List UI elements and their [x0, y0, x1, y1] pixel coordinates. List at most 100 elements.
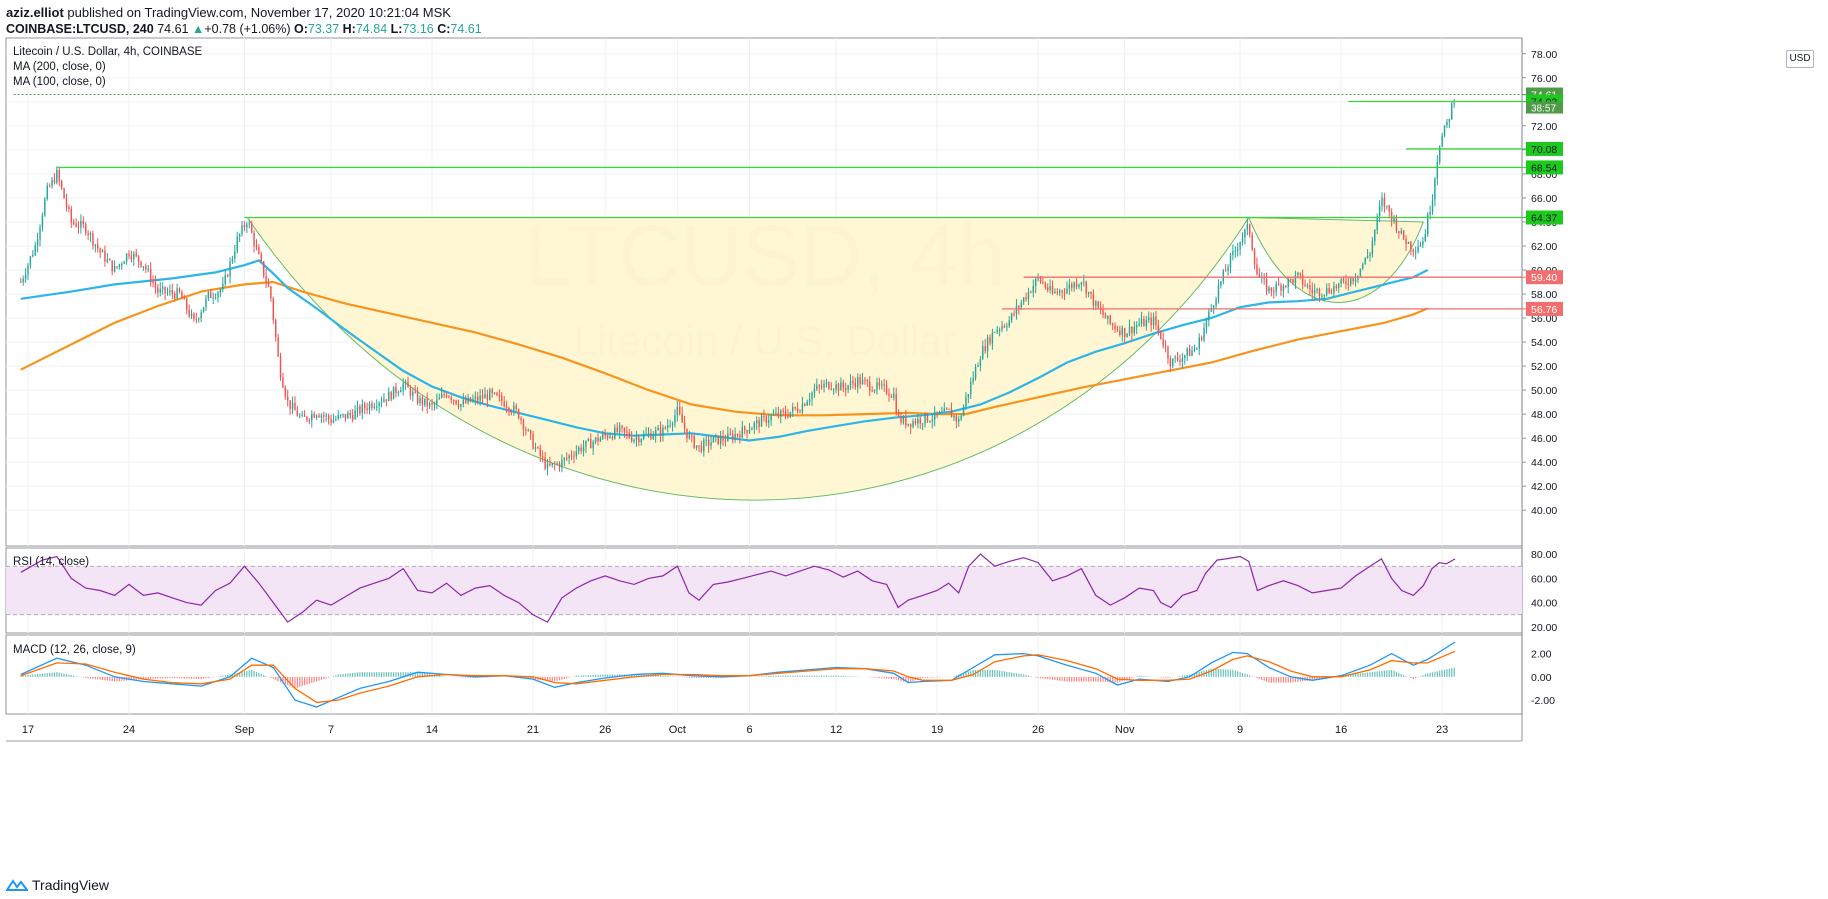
candle-body	[123, 261, 125, 264]
candle-body	[770, 415, 772, 421]
candle-body	[924, 413, 926, 424]
open-value: 73.37	[307, 22, 340, 36]
candle-body	[792, 406, 794, 412]
candle-body	[202, 307, 205, 313]
candle-body	[1277, 283, 1280, 286]
candle-body	[921, 423, 924, 425]
candle-body	[440, 394, 443, 398]
candle-body	[1318, 289, 1321, 296]
candle-body	[92, 233, 94, 246]
candle-body	[176, 288, 178, 299]
candle-body	[965, 397, 967, 407]
candle-body	[1395, 218, 1398, 232]
low-label: L:	[390, 22, 403, 36]
candle-body	[1200, 337, 1203, 340]
y-tick-label: 66.00	[1531, 193, 1557, 205]
candle-body	[68, 206, 70, 210]
candle-body	[510, 411, 513, 413]
candle-body	[474, 396, 477, 400]
countdown-label: 38:57	[1531, 104, 1556, 115]
macd-tick-label: 2.00	[1531, 649, 1552, 661]
candle-body	[729, 433, 731, 435]
candle-body	[1398, 231, 1400, 234]
candle-body	[164, 286, 166, 294]
candle-body	[1013, 313, 1015, 315]
candle-body	[145, 266, 147, 270]
candle-body	[604, 434, 606, 436]
footer-brand[interactable]: TradingView	[6, 877, 109, 893]
candle-body	[97, 244, 99, 249]
candle-body	[787, 415, 789, 417]
x-tick-label: 23	[1436, 724, 1448, 736]
candle-body	[72, 221, 75, 224]
candle-body	[147, 268, 149, 270]
candle-body	[784, 411, 787, 416]
candle-body	[1160, 330, 1162, 339]
candle-body	[299, 415, 301, 417]
candle-body	[318, 415, 320, 418]
candle-body	[888, 393, 890, 396]
candle-body	[373, 406, 376, 408]
candle-body	[1417, 246, 1419, 252]
candle-body	[1090, 291, 1092, 294]
candle-body	[719, 436, 722, 445]
candle-body	[421, 397, 424, 405]
candle-body	[469, 397, 472, 402]
candle-body	[1107, 315, 1109, 319]
candle-body	[847, 385, 849, 390]
candle-body	[315, 415, 318, 418]
candle-body	[361, 404, 364, 414]
candle-body	[489, 389, 491, 401]
candle-body	[1155, 316, 1157, 326]
candle-body	[869, 381, 871, 391]
candle-body	[27, 264, 29, 275]
candle-body	[840, 382, 842, 391]
candle-body	[1133, 327, 1136, 334]
candle-body	[1022, 297, 1025, 303]
candle-body	[77, 226, 80, 228]
candle-body	[154, 282, 157, 288]
macd-tick-label: -2.00	[1531, 695, 1555, 707]
main-legend-title: Litecoin / U.S. Dollar, 4h, COINBASE	[13, 46, 203, 58]
candle-body	[681, 413, 683, 423]
candle-body	[200, 312, 202, 319]
high-label: H:	[342, 22, 356, 36]
currency-label[interactable]: USD	[1786, 50, 1814, 68]
author-name[interactable]: aziz.elliot	[6, 5, 64, 20]
open-label: O:	[294, 22, 308, 36]
candle-body	[635, 437, 638, 440]
candle-body	[351, 414, 354, 420]
candle-body	[664, 427, 667, 429]
candle-body	[1263, 276, 1265, 280]
candle-body	[900, 416, 902, 423]
candle-body	[1010, 313, 1013, 321]
candle-body	[267, 282, 270, 287]
x-tick-label: 17	[22, 724, 34, 736]
candle-body	[780, 410, 782, 417]
candle-body	[520, 418, 522, 421]
candle-body	[65, 198, 68, 207]
candle-body	[109, 259, 111, 261]
candle-body	[642, 434, 645, 440]
candle-body	[94, 244, 97, 246]
candle-body	[296, 410, 299, 417]
candle-body	[282, 377, 284, 388]
candle-body	[327, 415, 330, 420]
candle-body	[493, 392, 496, 394]
candle-body	[149, 268, 152, 282]
level-price-label: 59.40	[1531, 272, 1557, 284]
candle-body	[614, 427, 616, 439]
candle-body	[22, 278, 24, 283]
candle-body	[142, 266, 145, 268]
publish-info: published on TradingView.com, November 1…	[63, 5, 451, 20]
candle-body	[578, 447, 580, 452]
candle-body	[243, 225, 246, 228]
candle-body	[1003, 326, 1006, 328]
countdown-box	[1526, 101, 1563, 114]
candle-body	[1150, 317, 1152, 326]
candle-body	[253, 232, 255, 246]
candle-body	[616, 427, 618, 432]
candle-body	[743, 426, 746, 431]
candle-body	[984, 346, 986, 352]
